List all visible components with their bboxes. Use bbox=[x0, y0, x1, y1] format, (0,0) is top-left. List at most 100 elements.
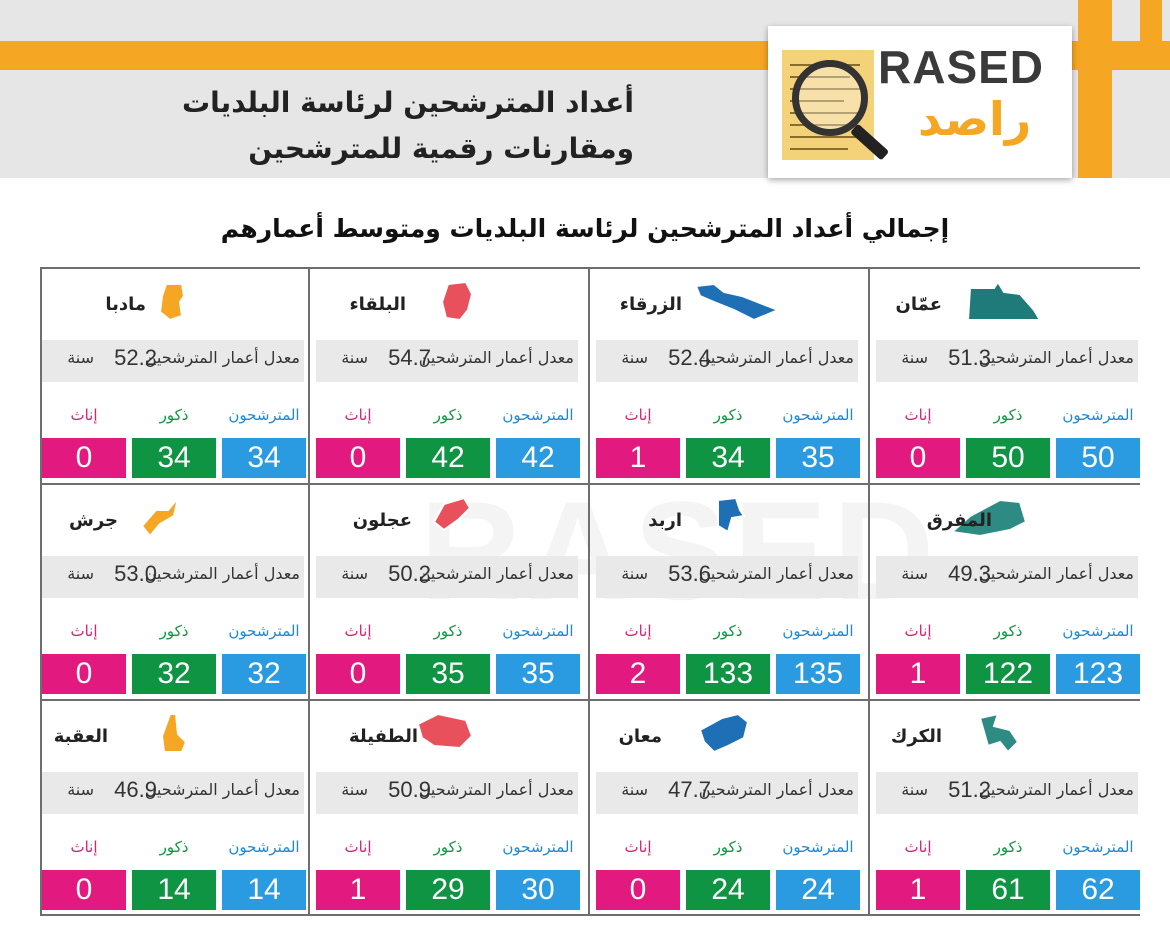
governorate-name: البلقاء bbox=[349, 294, 406, 315]
age-unit: سنة bbox=[67, 564, 94, 583]
total-label: المترشحون bbox=[502, 838, 574, 856]
female-label: إناث bbox=[344, 838, 372, 856]
governorate-map-icon bbox=[158, 283, 186, 322]
magnifier-icon bbox=[792, 60, 868, 136]
governorate-card: معان معدل أعمار المترشحين 47.7 سنة المترشحون… bbox=[594, 704, 862, 914]
average-age-value: 50.9 bbox=[388, 777, 431, 802]
total-label: المترشحون bbox=[228, 406, 300, 424]
female-count: 1 bbox=[876, 654, 960, 694]
governorate-card: الكرك معدل أعمار المترشحين 51.2 سنة المترشحو… bbox=[874, 704, 1142, 914]
average-age-box: معدل أعمار المترشحين 50.2 سنة bbox=[316, 556, 578, 598]
governorate-map-icon bbox=[440, 280, 474, 322]
total-count: 42 bbox=[496, 438, 580, 478]
governorate-map-icon bbox=[416, 712, 474, 750]
total-label: المترشحون bbox=[502, 622, 574, 640]
background-watermark: RASED bbox=[420, 472, 941, 629]
female-count: 1 bbox=[596, 438, 680, 478]
female-count: 0 bbox=[42, 654, 126, 694]
female-label: إناث bbox=[904, 406, 932, 424]
male-label: ذكور bbox=[713, 406, 743, 424]
female-count: 1 bbox=[316, 870, 400, 910]
grid-line bbox=[40, 914, 1140, 916]
female-count: 1 bbox=[876, 870, 960, 910]
total-count: 24 bbox=[776, 870, 860, 910]
male-count: 61 bbox=[966, 870, 1050, 910]
average-age-value: 47.7 bbox=[668, 777, 711, 802]
average-age-value: 53.6 bbox=[668, 561, 711, 586]
age-unit: سنة bbox=[341, 564, 368, 583]
governorate-name: عمّان bbox=[895, 294, 943, 315]
total-label: المترشحون bbox=[782, 622, 854, 640]
female-label: إناث bbox=[624, 838, 652, 856]
female-label: إناث bbox=[70, 406, 98, 424]
grid-line bbox=[868, 267, 870, 916]
average-age-box: معدل أعمار المترشحين 51.2 سنة bbox=[876, 772, 1138, 814]
governorate-map-icon bbox=[160, 713, 188, 753]
average-age-value: 49.3 bbox=[948, 561, 991, 586]
age-unit: سنة bbox=[901, 780, 928, 799]
male-label: ذكور bbox=[713, 838, 743, 856]
total-label: المترشحون bbox=[1062, 622, 1134, 640]
average-age-label: معدل أعمار المترشحين bbox=[978, 348, 1134, 367]
average-age-box: معدل أعمار المترشحين 50.9 سنة bbox=[316, 772, 578, 814]
total-count: 35 bbox=[496, 654, 580, 694]
governorate-map-icon bbox=[694, 282, 781, 322]
governorate-map-icon bbox=[140, 497, 179, 538]
female-label: إناث bbox=[904, 838, 932, 856]
governorate-name: جرش bbox=[68, 510, 118, 531]
total-label: المترشحون bbox=[782, 838, 854, 856]
female-count: 0 bbox=[876, 438, 960, 478]
grid-line bbox=[588, 267, 590, 916]
total-label: المترشحون bbox=[228, 622, 300, 640]
average-age-value: 52.4 bbox=[668, 345, 711, 370]
governorate-name: الطفيلة bbox=[348, 726, 418, 747]
total-label: المترشحون bbox=[1062, 406, 1134, 424]
title-line-1: أعداد المترشحين لرئاسة البلديات bbox=[182, 86, 634, 119]
male-count: 34 bbox=[132, 438, 216, 478]
title-line-2: ومقارنات رقمية للمترشحين bbox=[248, 132, 634, 165]
average-age-value: 51.3 bbox=[948, 345, 991, 370]
male-count: 29 bbox=[406, 870, 490, 910]
governorate-name: العقبة bbox=[53, 726, 108, 747]
average-age-label: معدل أعمار المترشحين bbox=[698, 780, 854, 799]
female-label: إناث bbox=[70, 838, 98, 856]
header-stripe-vertical-small bbox=[1140, 0, 1162, 70]
age-unit: سنة bbox=[621, 780, 648, 799]
average-age-label: معدل أعمار المترشحين bbox=[418, 564, 574, 583]
total-label: المترشحون bbox=[1062, 838, 1134, 856]
male-count: 122 bbox=[966, 654, 1050, 694]
governorate-map-icon bbox=[432, 496, 472, 532]
average-age-label: معدل أعمار المترشحين bbox=[698, 348, 854, 367]
average-age-label: معدل أعمار المترشحين bbox=[144, 780, 300, 799]
rased-logo: RASED راصد bbox=[768, 26, 1072, 178]
age-unit: سنة bbox=[67, 348, 94, 367]
female-label: إناث bbox=[344, 622, 372, 640]
age-unit: سنة bbox=[341, 348, 368, 367]
average-age-box: معدل أعمار المترشحين 46.9 سنة bbox=[42, 772, 304, 814]
governorate-card: البلقاء معدل أعمار المترشحين 54.7 سنة المترش… bbox=[314, 272, 582, 482]
governorate-map-icon bbox=[698, 712, 750, 754]
governorate-name: المفرق bbox=[926, 510, 992, 531]
total-label: المترشحون bbox=[782, 406, 854, 424]
male-count: 35 bbox=[406, 654, 490, 694]
male-count: 24 bbox=[686, 870, 770, 910]
governorate-card: الطفيلة معدل أعمار المترشحين 50.9 سنة المترش… bbox=[314, 704, 582, 914]
female-count: 0 bbox=[596, 870, 680, 910]
average-age-box: معدل أعمار المترشحين 51.3 سنة bbox=[876, 340, 1138, 382]
average-age-label: معدل أعمار المترشحين bbox=[418, 348, 574, 367]
male-count: 32 bbox=[132, 654, 216, 694]
average-age-label: معدل أعمار المترشحين bbox=[418, 780, 574, 799]
governorate-map-icon bbox=[966, 280, 1042, 321]
male-label: ذكور bbox=[993, 406, 1023, 424]
total-count: 50 bbox=[1056, 438, 1140, 478]
average-age-label: معدل أعمار المترشحين bbox=[978, 780, 1134, 799]
governorate-card: اربد معدل أعمار المترشحين 53.6 سنة المترشحون… bbox=[594, 488, 862, 698]
average-age-box: معدل أعمار المترشحين 47.7 سنة bbox=[596, 772, 858, 814]
age-unit: سنة bbox=[901, 564, 928, 583]
male-label: ذكور bbox=[159, 406, 189, 424]
average-age-box: معدل أعمار المترشحين 54.7 سنة bbox=[316, 340, 578, 382]
total-count: 123 bbox=[1056, 654, 1140, 694]
male-count: 14 bbox=[132, 870, 216, 910]
header-stripe-vertical bbox=[1078, 0, 1112, 178]
governorate-card: عجلون معدل أعمار المترشحين 50.2 سنة المترشحو… bbox=[314, 488, 582, 698]
